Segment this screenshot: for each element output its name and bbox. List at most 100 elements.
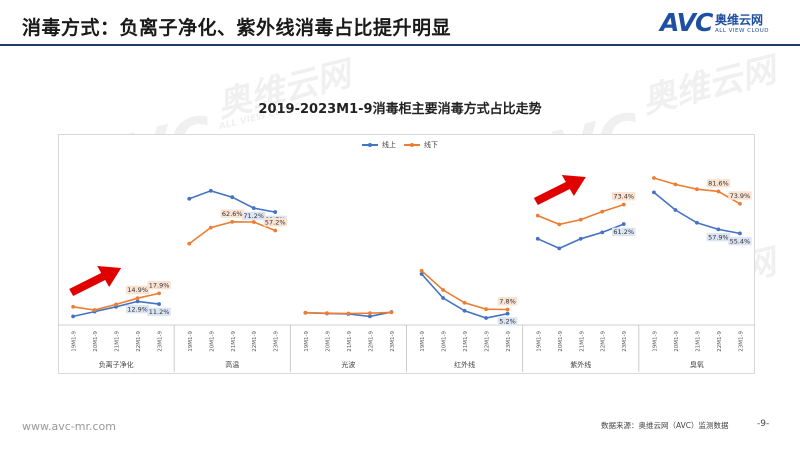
x-tick-label: 21M1-9 — [231, 331, 237, 352]
legend-offline-swatch — [404, 142, 420, 147]
data-label: 12.9% — [127, 305, 148, 313]
data-label-bg — [147, 307, 171, 317]
data-point-online — [578, 236, 583, 241]
data-point-offline — [462, 300, 467, 305]
group-label: 臭氧 — [690, 360, 704, 369]
x-tick-label: 23M1-9 — [274, 331, 280, 352]
legend-online: 线上 — [362, 140, 396, 150]
data-label-bg — [241, 211, 266, 221]
data-point-online — [251, 206, 256, 210]
x-tick-label: 22M1-9 — [252, 331, 258, 352]
data-label-bg — [706, 232, 731, 242]
data-label: 61.2% — [613, 228, 634, 236]
data-point-offline — [325, 311, 329, 316]
data-label-bg — [611, 192, 636, 201]
data-point-offline — [505, 307, 510, 312]
x-tick-label: 19M1-9 — [304, 331, 310, 352]
x-tick-label: 20M1-9 — [674, 331, 680, 352]
x-tick-label: 22M1-9 — [485, 331, 491, 352]
x-tick-label: 21M1-9 — [115, 331, 121, 352]
data-label-bg — [611, 227, 636, 237]
series-line-online — [537, 223, 624, 250]
data-point-online — [484, 316, 488, 320]
x-tick-label: 19M1-9 — [536, 331, 542, 352]
data-point-online — [368, 314, 372, 319]
data-point-online — [673, 208, 678, 212]
data-point-online — [505, 311, 510, 316]
data-label: 73.4% — [613, 193, 634, 201]
data-label-bg — [263, 217, 287, 227]
data-point-offline — [419, 268, 424, 273]
data-point-offline — [273, 228, 278, 233]
group-label: 负离子净化 — [99, 360, 134, 369]
data-point-online — [600, 230, 605, 235]
x-tick-label: 20M1-9 — [209, 331, 215, 352]
x-tick-label: 19M1-9 — [188, 331, 194, 352]
data-point-offline — [208, 225, 213, 230]
data-label: 5.2% — [499, 318, 516, 326]
x-tick-label: 20M1-9 — [558, 331, 564, 352]
data-point-offline — [737, 201, 742, 206]
x-tick-label: 23M1-9 — [506, 331, 512, 352]
group-label: 高温 — [225, 360, 239, 369]
series-line-online — [653, 191, 741, 235]
x-tick-label: 22M1-9 — [136, 331, 142, 352]
data-point-online — [135, 299, 140, 304]
x-tick-label: 19M1-9 — [72, 331, 78, 352]
data-point-online — [419, 272, 424, 276]
x-tick-label: 19M1-9 — [652, 331, 658, 352]
x-tick-label: 22M1-9 — [601, 331, 607, 352]
data-label-bg — [497, 317, 518, 326]
data-point-offline — [368, 311, 372, 316]
x-tick-label: 22M1-9 — [717, 331, 723, 352]
data-label: 14.9% — [127, 286, 148, 294]
legend-offline-label: 线下 — [424, 141, 438, 149]
data-point-offline — [71, 304, 76, 309]
data-point-offline — [389, 310, 394, 315]
data-point-online — [695, 220, 699, 225]
data-point-offline — [303, 310, 308, 315]
footer-url: www.avc-mr.com — [22, 420, 116, 433]
data-point-offline — [535, 213, 540, 218]
group-label: 红外线 — [454, 360, 475, 369]
data-point-online — [71, 314, 76, 319]
data-point-offline — [578, 217, 583, 222]
data-point-online — [441, 296, 445, 300]
data-point-offline — [441, 288, 445, 292]
x-tick-label: 23M1-9 — [738, 331, 744, 352]
data-label-bg — [220, 209, 244, 218]
data-label-bg — [125, 304, 150, 314]
legend-offline: 线下 — [404, 140, 438, 150]
data-point-online — [157, 302, 161, 306]
data-point-offline — [652, 176, 656, 180]
trend-arrow-icon — [69, 266, 122, 296]
x-tick-label: 23M1-9 — [622, 331, 628, 352]
data-label-bg — [497, 297, 518, 306]
data-point-online — [716, 227, 721, 232]
data-label: 71.2% — [243, 212, 264, 220]
x-tick-label: 20M1-9 — [442, 331, 448, 352]
trend-arrow-icon — [533, 175, 586, 205]
data-point-online — [535, 236, 540, 241]
brand-logo: AVC 奥维云网 ALL VIEW CLOUD — [660, 8, 780, 42]
data-point-online — [462, 308, 467, 313]
data-label-bg — [125, 285, 150, 295]
data-point-offline — [695, 187, 699, 192]
legend-online-swatch — [362, 142, 378, 147]
group-label: 紫外线 — [570, 360, 591, 369]
data-label: 17.9% — [149, 281, 170, 289]
data-label: 11.2% — [149, 308, 170, 316]
logo-en-text: ALL VIEW CLOUD — [715, 28, 769, 34]
data-point-offline — [621, 202, 626, 207]
data-point-offline — [716, 189, 721, 194]
data-label-bg — [706, 178, 731, 188]
x-tick-label: 21M1-9 — [347, 331, 353, 352]
chart-title: 2019-2023M1-9消毒柜主要消毒方式占比走势 — [258, 102, 542, 117]
x-tick-label: 21M1-9 — [695, 331, 701, 352]
title-divider — [0, 44, 800, 46]
data-label-bg — [147, 280, 171, 290]
x-tick-label: 21M1-9 — [463, 331, 469, 352]
x-tick-label: 20M1-9 — [93, 331, 99, 352]
data-point-online — [621, 222, 626, 226]
